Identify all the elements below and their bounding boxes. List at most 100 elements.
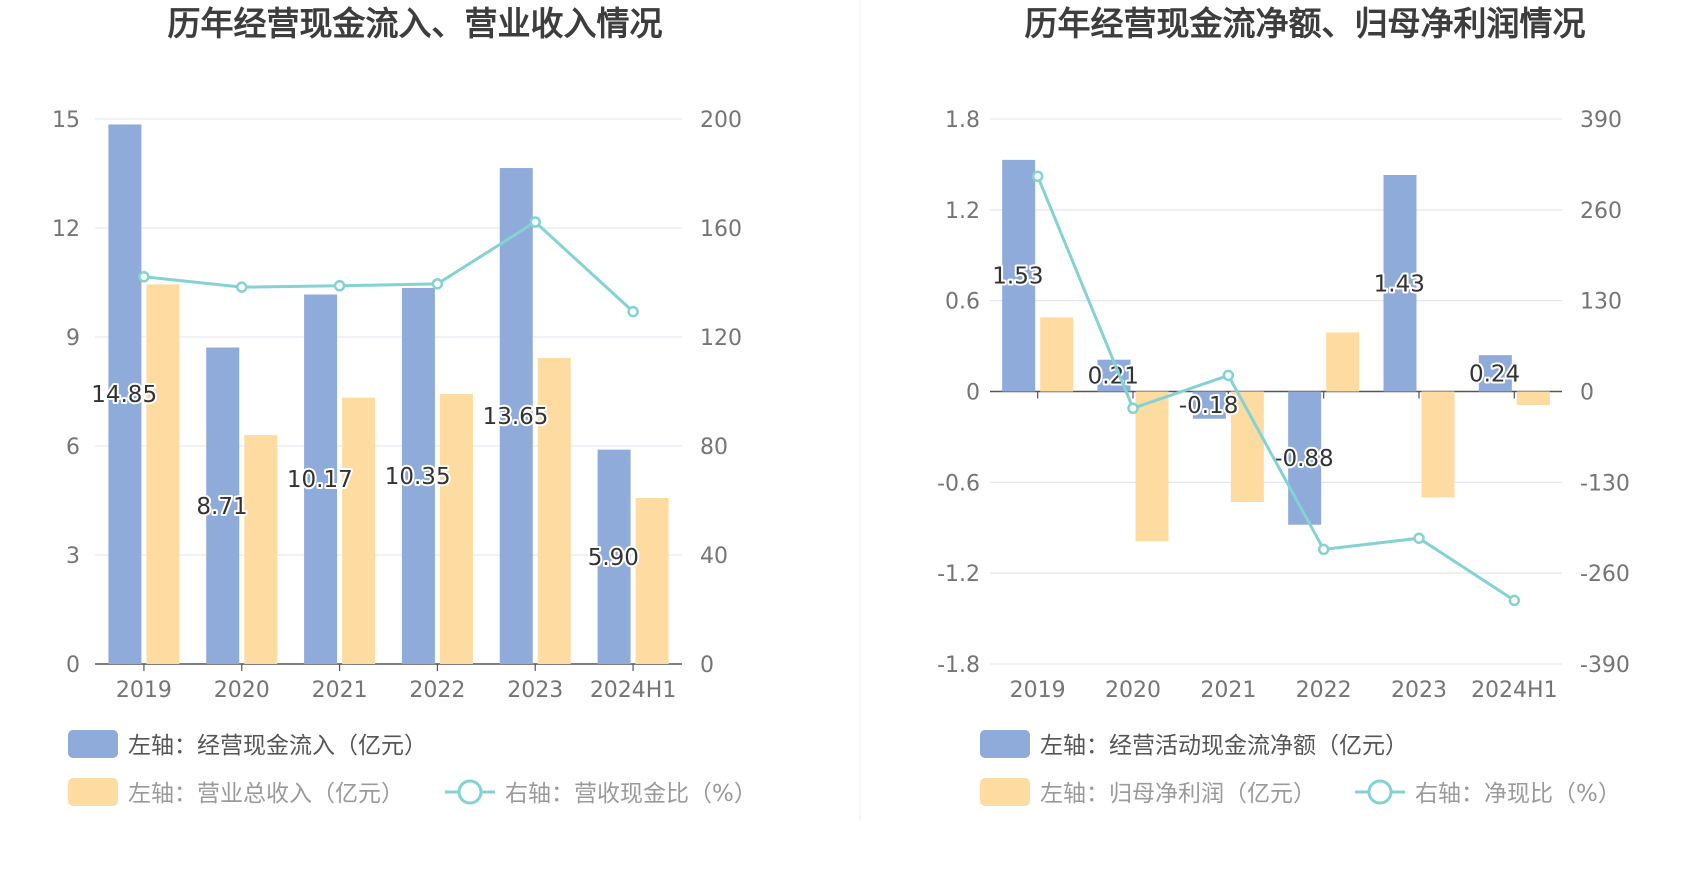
bar-primary xyxy=(1002,159,1036,392)
legend-label-line: 右轴：净现比（%） xyxy=(1415,781,1621,807)
chart-panel-cashflow-revenue: 历年经营现金流入、营业收入情况 0 0 3 40 6 80 9 120 12 160 15 200 201… xyxy=(52,4,757,807)
left-axis-tick-label: -1.8 xyxy=(937,653,980,678)
bar-secondary xyxy=(342,397,376,664)
bar-primary xyxy=(597,449,631,664)
bar-secondary xyxy=(439,394,473,664)
right-axis-tick-label: -260 xyxy=(1580,562,1630,587)
bar-data-label: 1.53 xyxy=(992,264,1043,290)
right-axis-tick-label: 200 xyxy=(700,108,742,133)
ratio-line-point xyxy=(138,271,150,283)
bar-primary xyxy=(1383,175,1417,392)
bar-secondary xyxy=(146,284,180,664)
bar-data-label: 0.21 xyxy=(1088,364,1139,390)
x-axis-category-label: 2019 xyxy=(116,678,172,703)
left-axis-tick-label: -1.2 xyxy=(937,562,980,587)
bar-secondary xyxy=(1135,391,1169,542)
x-axis-category-label: 2021 xyxy=(1200,678,1256,703)
bar-primary xyxy=(206,347,240,664)
left-axis-tick-label: 6 xyxy=(66,435,80,460)
left-axis-tick-label: 1.2 xyxy=(945,199,980,224)
chart-title: 历年经营现金流净额、归母净利润情况 xyxy=(1025,4,1586,43)
left-axis-tick-label: -0.6 xyxy=(937,471,980,496)
right-axis-tick-label: -130 xyxy=(1580,471,1630,496)
ratio-line-point xyxy=(1508,594,1521,607)
ratio-line-point xyxy=(1222,369,1235,382)
legend-label-primary: 左轴：经营活动现金流净额（亿元） xyxy=(1040,733,1408,759)
left-axis-tick-label: 12 xyxy=(52,217,80,242)
chart-title: 历年经营现金流入、营业收入情况 xyxy=(168,4,663,43)
x-axis-category-label: 2023 xyxy=(1391,678,1447,703)
x-axis-category-label: 2020 xyxy=(1105,678,1161,703)
legend-swatch-primary xyxy=(980,730,1030,758)
bar-secondary xyxy=(1040,317,1074,392)
x-axis-category-label: 2023 xyxy=(507,678,563,703)
ratio-line-point xyxy=(1317,543,1330,556)
legend-label-secondary: 左轴：营业总收入（亿元） xyxy=(128,781,404,807)
bar-primary xyxy=(401,287,435,664)
legend-swatch-line-marker xyxy=(1367,779,1393,805)
bar-data-label: 13.65 xyxy=(483,404,549,430)
right-axis-tick-label: 160 xyxy=(700,217,742,242)
left-axis-tick-label: 1.8 xyxy=(945,108,980,133)
ratio-line-point xyxy=(431,278,444,290)
right-axis-tick-label: 260 xyxy=(1580,199,1622,224)
bar-primary xyxy=(1478,355,1512,392)
x-axis-category-label: 2024H1 xyxy=(1471,678,1558,703)
ratio-line-point xyxy=(1127,402,1139,415)
x-axis-category-label: 2021 xyxy=(312,678,368,703)
right-axis-tick-label: 390 xyxy=(1580,108,1622,133)
ratio-line-point xyxy=(333,280,346,292)
legend-swatch-primary xyxy=(68,730,118,758)
legend-label-secondary: 左轴：归母净利润（亿元） xyxy=(1040,781,1316,807)
x-axis-category-label: 2022 xyxy=(1296,678,1352,703)
right-axis-tick-label: 120 xyxy=(700,326,742,351)
ratio-line xyxy=(143,220,635,313)
bar-secondary xyxy=(1421,391,1455,498)
bar-secondary xyxy=(1516,391,1550,406)
bar-data-label: 10.35 xyxy=(385,464,451,490)
left-axis-tick-label: 3 xyxy=(66,544,80,569)
left-axis-tick-label: 0.6 xyxy=(945,290,980,315)
bar-primary xyxy=(499,168,533,665)
bar-data-label: 1.43 xyxy=(1374,271,1425,297)
bar-secondary xyxy=(635,497,669,664)
bar-secondary xyxy=(537,358,571,664)
bar-data-label: 8.71 xyxy=(196,494,247,520)
ratio-line-point xyxy=(529,216,541,228)
bar-data-label: 0.24 xyxy=(1469,361,1520,387)
ratio-line-point xyxy=(236,281,248,293)
bar-data-label: 10.17 xyxy=(287,467,353,493)
bar-data-label: 5.90 xyxy=(588,545,639,571)
left-axis-tick-label: 15 xyxy=(52,108,80,133)
legend-swatch-secondary xyxy=(980,778,1030,806)
x-axis-category-label: 2022 xyxy=(409,678,465,703)
legend-swatch-secondary xyxy=(68,778,118,806)
x-axis-category-label: 2020 xyxy=(214,678,270,703)
ratio-line xyxy=(1036,175,1516,602)
legend-swatch-line-marker xyxy=(457,779,483,805)
bar-secondary xyxy=(1326,332,1360,392)
left-axis-tick-label: 0 xyxy=(66,653,80,678)
bar-primary xyxy=(108,124,142,664)
bar-primary xyxy=(1288,391,1322,525)
right-axis-tick-label: 130 xyxy=(1580,290,1622,315)
right-axis-tick-label: 40 xyxy=(700,544,728,569)
right-axis-tick-label: 0 xyxy=(1580,381,1594,406)
legend-label-line: 右轴：营收现金比（%） xyxy=(505,781,757,807)
x-axis-category-label: 2019 xyxy=(1010,678,1066,703)
bar-primary xyxy=(304,294,338,664)
chart-panel-netcash-profit: 历年经营现金流净额、归母净利润情况 -1.8 -390 -1.2 -260 -0.6 -13… xyxy=(937,4,1630,807)
left-axis-tick-label: 0 xyxy=(966,381,980,406)
left-axis-tick-label: 9 xyxy=(66,326,80,351)
x-axis-category-label: 2024H1 xyxy=(590,678,677,703)
bar-data-label: 14.85 xyxy=(91,382,157,408)
legend-label-primary: 左轴：经营现金流入（亿元） xyxy=(128,733,427,759)
ratio-line-point xyxy=(1413,532,1425,544)
bar-data-label: -0.18 xyxy=(1179,393,1239,419)
ratio-line-point xyxy=(1031,170,1044,183)
bar-primary xyxy=(1192,391,1226,419)
right-axis-tick-label: 80 xyxy=(700,435,728,460)
bar-secondary xyxy=(244,435,278,664)
right-axis-tick-label: -390 xyxy=(1580,653,1630,678)
